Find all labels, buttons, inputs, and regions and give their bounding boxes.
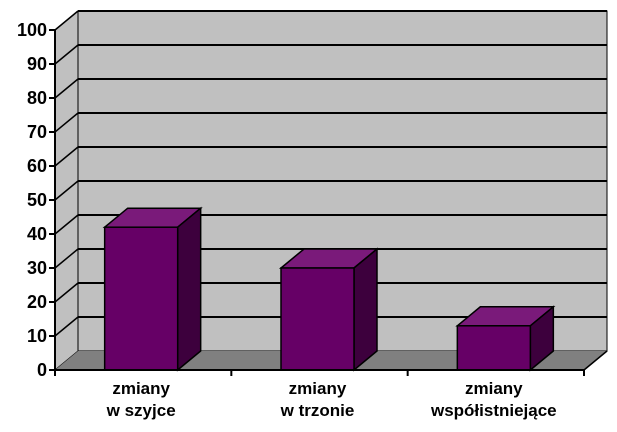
gridline-side <box>54 10 79 31</box>
bar-front <box>280 267 355 371</box>
category-label-line: w szyjce <box>106 401 176 420</box>
gridline-side <box>54 78 79 99</box>
gridline-side <box>54 282 79 303</box>
category-label: zmiany w trzonie <box>280 379 355 420</box>
gridline-side <box>54 214 79 235</box>
gridline-side <box>54 248 79 269</box>
category-label-line: zmiany <box>289 379 347 398</box>
bar <box>455 305 556 372</box>
category-label-line: w trzonie <box>280 401 355 420</box>
bar-front <box>456 325 532 371</box>
gridline-side <box>54 112 79 133</box>
y-tick-label: 80 <box>27 88 47 108</box>
y-tick-labels: 0 10 20 30 40 50 60 70 80 90 100 <box>17 20 47 380</box>
bar <box>102 206 203 372</box>
y-tick-label: 90 <box>27 54 47 74</box>
y-tick-label: 0 <box>37 360 47 380</box>
y-tick-label: 20 <box>27 292 47 312</box>
y-tick-label: 40 <box>27 224 47 244</box>
y-tick-label: 10 <box>27 326 47 346</box>
bar-front <box>103 226 179 371</box>
category-label: zmiany współistniejące <box>430 379 557 420</box>
gridline-side <box>54 44 79 65</box>
y-tick-label: 100 <box>17 20 47 40</box>
category-label-line: zmiany <box>112 379 170 398</box>
category-label-line: zmiany <box>465 379 523 398</box>
x-axis <box>54 350 608 376</box>
x-axis-edge <box>583 350 608 371</box>
gridline-side <box>54 316 79 337</box>
bars <box>102 206 556 372</box>
category-label: zmiany w szyjce <box>106 379 176 420</box>
y-tick-label: 30 <box>27 258 47 278</box>
category-label-line: współistniejące <box>430 401 557 420</box>
y-tick-label: 60 <box>27 156 47 176</box>
gridline-side <box>54 180 79 201</box>
y-tick-label: 50 <box>27 190 47 210</box>
gridline-side <box>54 146 79 167</box>
bar-side <box>353 247 378 372</box>
y-tick-label: 70 <box>27 122 47 142</box>
y-axis <box>49 29 56 371</box>
bar-side <box>176 206 202 372</box>
category-labels: zmiany w szyjce zmiany w trzonie zmiany współ… <box>106 379 557 420</box>
bar <box>278 247 380 372</box>
